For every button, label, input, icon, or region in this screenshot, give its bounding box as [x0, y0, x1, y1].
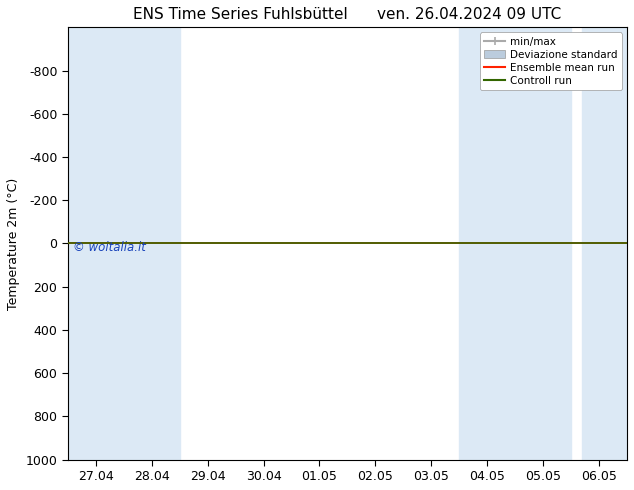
Bar [68, 27, 179, 460]
Legend: min/max, Deviazione standard, Ensemble mean run, Controll run: min/max, Deviazione standard, Ensemble m… [480, 32, 622, 90]
Bar [582, 27, 627, 460]
Text: © woitalia.it: © woitalia.it [74, 241, 146, 254]
Bar [459, 27, 571, 460]
Y-axis label: Temperature 2m (°C): Temperature 2m (°C) [7, 177, 20, 310]
Title: ENS Time Series Fuhlsbüttel      ven. 26.04.2024 09 UTC: ENS Time Series Fuhlsbüttel ven. 26.04.2… [133, 7, 562, 22]
